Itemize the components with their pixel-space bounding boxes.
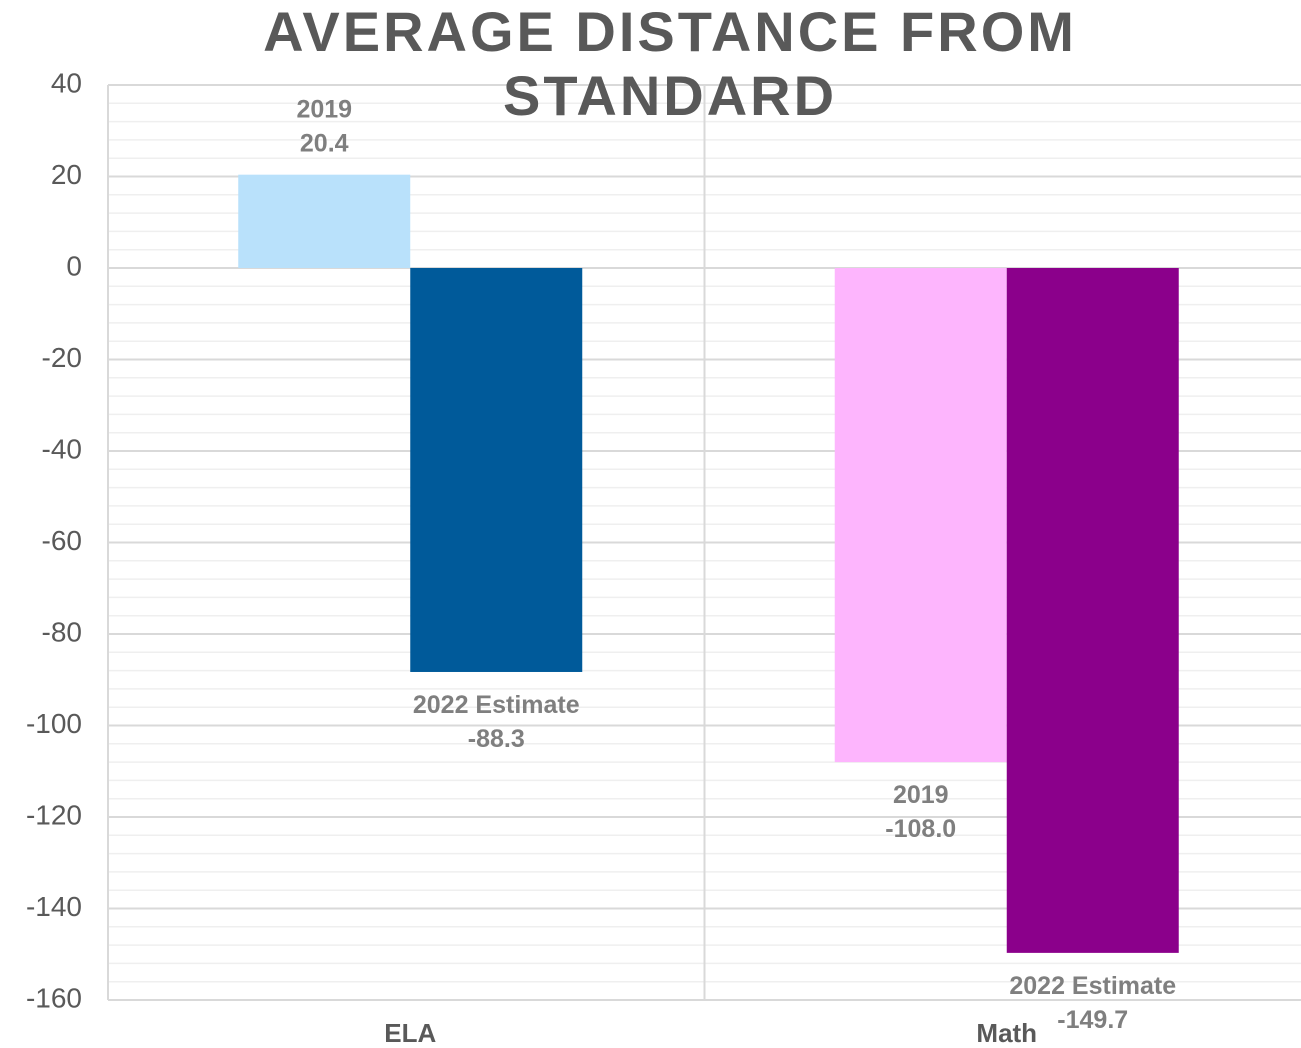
bar: [1006, 268, 1179, 953]
y-tick-label: -60: [42, 525, 82, 556]
x-tick-label: ELA: [384, 1018, 436, 1048]
y-tick-label: 20: [51, 159, 82, 190]
bar: [410, 268, 583, 672]
series-name: 2022 Estimate: [413, 691, 580, 719]
y-tick-label: -160: [26, 982, 82, 1013]
y-tick-label: -140: [26, 891, 82, 922]
data-label: 2022 Estimate -88.3: [413, 691, 580, 753]
series-name: 2022 Estimate: [1009, 971, 1176, 999]
series-name: 2019: [296, 95, 352, 123]
data-label: 2019 -108.0: [885, 781, 956, 843]
data-label: 2022 Estimate -149.7: [1009, 971, 1176, 1033]
value-label: -108.0: [885, 815, 956, 843]
y-tick-label: -40: [42, 433, 82, 464]
x-tick-label: Math: [976, 1018, 1037, 1048]
y-tick-label: 0: [66, 250, 82, 281]
data-label: 2019 20.4: [296, 95, 352, 157]
y-tick-label: 40: [51, 67, 82, 98]
value-label: -88.3: [468, 725, 525, 753]
bar: [834, 268, 1007, 763]
value-label: 20.4: [300, 129, 349, 157]
y-tick-label: -100: [26, 708, 82, 739]
series-name: 2019: [893, 781, 949, 809]
y-tick-label: -120: [26, 799, 82, 830]
value-label: -149.7: [1057, 1005, 1128, 1033]
bar: [238, 174, 411, 268]
chart-title: AVERAGE DISTANCE FROM STANDARD: [263, 0, 1077, 127]
y-tick-label: -20: [42, 342, 82, 373]
y-tick-label: -80: [42, 616, 82, 647]
